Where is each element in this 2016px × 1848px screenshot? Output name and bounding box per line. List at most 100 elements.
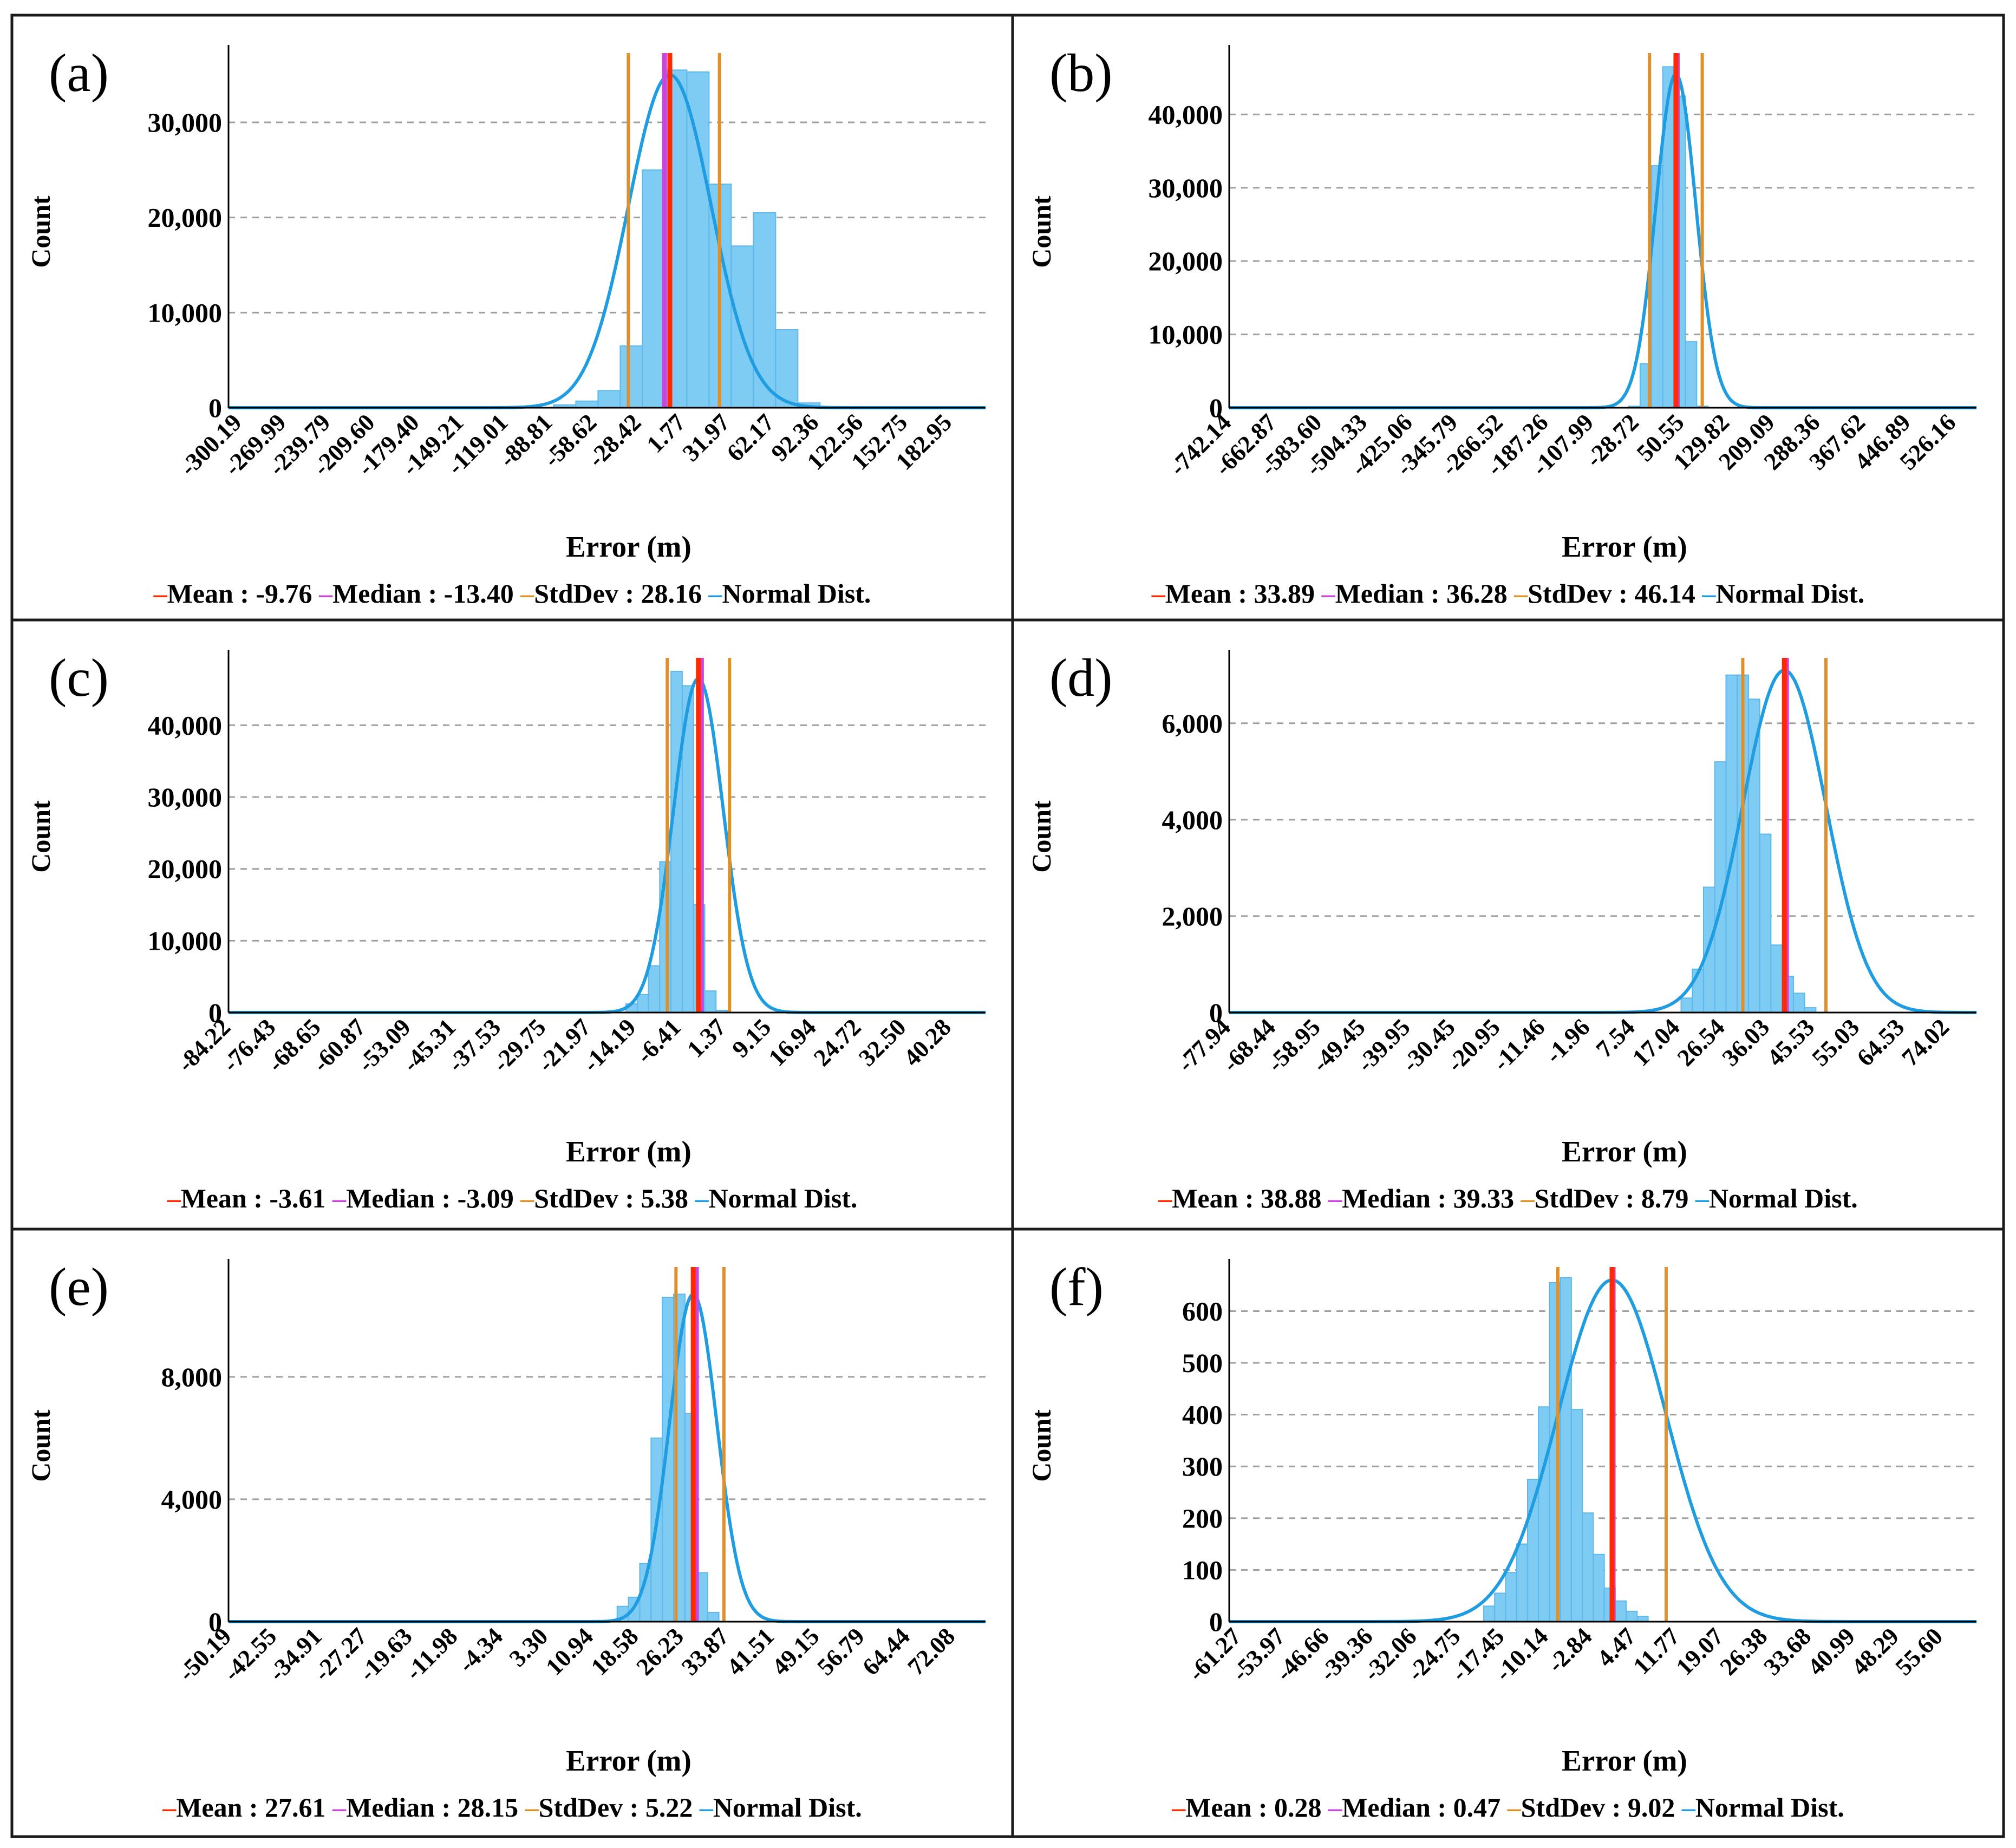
histogram-bar (704, 990, 717, 1014)
histogram-bar (1582, 1512, 1594, 1622)
legend-label-median: Median : -3.09 (346, 1183, 514, 1213)
legend-label-std: StdDev : 46.14 (1528, 578, 1695, 609)
histogram-bar (1505, 1572, 1517, 1622)
legend-label-std: StdDev : 28.16 (534, 578, 702, 609)
legend-swatch-median: – (326, 1183, 347, 1213)
legend-swatch-normal: – (1695, 578, 1717, 609)
legend-swatch-std: – (518, 1792, 539, 1823)
legend-swatch-mean: – (153, 578, 168, 609)
legend-swatch-mean: – (1171, 1792, 1186, 1823)
y-tick-label: 600 (1182, 1296, 1223, 1326)
legend-swatch-normal: – (1688, 1183, 1710, 1213)
legend: –Mean : 0.28 –Median : 0.47 –StdDev : 9.… (1171, 1792, 1844, 1823)
histogram-bar (1680, 997, 1693, 1014)
legend-text: –Mean : 0.28 –Median : 0.47 –StdDev : 9.… (1171, 1792, 1844, 1823)
histogram-bar (1570, 1409, 1583, 1622)
legend-swatch-median: – (1315, 578, 1336, 609)
legend-label-median: Median : 36.28 (1335, 578, 1508, 609)
legend: –Mean : -9.76 –Median : -13.40 –StdDev :… (153, 578, 871, 609)
y-tick-label: 0 (1209, 997, 1223, 1028)
legend-label-mean: Mean : 33.89 (1165, 578, 1315, 609)
y-tick-label: 0 (208, 997, 222, 1028)
legend-swatch-mean: – (1151, 578, 1166, 609)
panel-label: (c) (49, 648, 109, 708)
legend-swatch-median: – (312, 578, 334, 609)
legend-swatch-normal: – (1675, 1792, 1696, 1823)
y-tick-label: 500 (1182, 1348, 1223, 1378)
y-tick-label: 10,000 (148, 925, 223, 956)
legend-label-mean: Mean : 38.88 (1172, 1183, 1321, 1213)
legend-label-normal: Normal Dist. (1715, 578, 1864, 609)
legend-label-median: Median : 39.33 (1342, 1183, 1514, 1213)
histogram-bar (753, 212, 777, 408)
histogram-bar (730, 245, 754, 408)
y-tick-label: 4,000 (161, 1484, 223, 1514)
y-axis-title: Count (25, 800, 56, 873)
histogram-bar (707, 1612, 720, 1622)
y-axis-title: Count (1026, 1409, 1056, 1482)
legend-label-mean: Mean : -9.76 (167, 578, 312, 609)
y-tick-label: 2,000 (1162, 901, 1223, 931)
histogram-bar (1685, 341, 1698, 408)
y-axis-title: Count (1026, 800, 1056, 873)
histogram-bar (686, 71, 710, 408)
legend-swatch-normal: – (702, 578, 723, 609)
legend-label-std: StdDev : 5.22 (539, 1792, 693, 1823)
histogram-bar (1494, 1592, 1506, 1623)
y-tick-label: 20,000 (148, 203, 223, 233)
panel-label: (e) (49, 1257, 109, 1317)
histogram-bar (636, 994, 649, 1014)
histogram-bar (1614, 1600, 1627, 1622)
histogram-bar (1516, 1543, 1528, 1623)
legend: –Mean : 38.88 –Median : 39.33 –StdDev : … (1158, 1183, 1858, 1213)
legend-text: –Mean : -3.61 –Median : -3.09 –StdDev : … (167, 1183, 858, 1213)
legend-label-mean: Mean : 27.61 (176, 1792, 325, 1823)
histogram-bar (597, 390, 621, 408)
y-tick-label: 0 (1209, 393, 1223, 423)
y-tick-label: 0 (1209, 1607, 1223, 1637)
y-tick-label: 400 (1182, 1400, 1223, 1430)
histogram-bar (642, 169, 666, 408)
histogram-bar (1538, 1406, 1550, 1622)
legend-swatch-median: – (1322, 1183, 1343, 1213)
legend-swatch-std: – (1500, 1792, 1522, 1823)
x-axis-title: Error (m) (566, 1744, 691, 1777)
legend-swatch-std: – (514, 578, 535, 609)
legend-swatch-mean: – (167, 1183, 181, 1213)
histogram-bar (1759, 833, 1772, 1014)
legend: –Mean : 27.61 –Median : 28.15 –StdDev : … (162, 1792, 862, 1823)
histogram-bar (619, 345, 643, 408)
y-tick-label: 30,000 (148, 107, 223, 138)
y-tick-label: 10,000 (148, 297, 223, 328)
x-axis-title: Error (m) (566, 1135, 691, 1168)
legend-swatch-normal: – (688, 1183, 709, 1213)
legend-label-std: StdDev : 8.79 (1535, 1183, 1689, 1213)
legend-swatch-median: – (326, 1792, 347, 1823)
y-tick-label: 0 (208, 393, 222, 423)
legend: –Mean : -3.61 –Median : -3.09 –StdDev : … (167, 1183, 858, 1213)
histogram-bar (1770, 944, 1783, 1013)
y-tick-label: 10,000 (1149, 319, 1223, 350)
legend-text: –Mean : 38.88 –Median : 39.33 –StdDev : … (1158, 1183, 1858, 1213)
legend-label-normal: Normal Dist. (713, 1792, 862, 1823)
y-tick-label: 6,000 (1162, 708, 1223, 739)
histogram-bar (1560, 1277, 1572, 1622)
legend-label-std: StdDev : 5.38 (534, 1183, 688, 1213)
legend-swatch-std: – (1508, 578, 1529, 609)
legend-label-normal: Normal Dist. (1709, 1183, 1858, 1213)
histogram-bar (1593, 1553, 1605, 1623)
histogram-bar (1483, 1605, 1496, 1622)
y-tick-label: 4,000 (1162, 805, 1223, 835)
y-tick-label: 8,000 (161, 1362, 223, 1392)
y-axis-title: Count (25, 1409, 56, 1482)
panel-label: (b) (1049, 43, 1113, 103)
x-axis-title: Error (m) (1562, 530, 1687, 563)
panel-label: (a) (49, 43, 109, 103)
legend-swatch-std: – (514, 1183, 535, 1213)
legend-swatch-normal: – (693, 1792, 714, 1823)
legend-label-median: Median : 0.47 (1342, 1792, 1500, 1823)
y-tick-label: 30,000 (148, 782, 223, 812)
legend-swatch-mean: – (1158, 1183, 1172, 1213)
legend-text: –Mean : 33.89 –Median : 36.28 –StdDev : … (1151, 578, 1865, 609)
